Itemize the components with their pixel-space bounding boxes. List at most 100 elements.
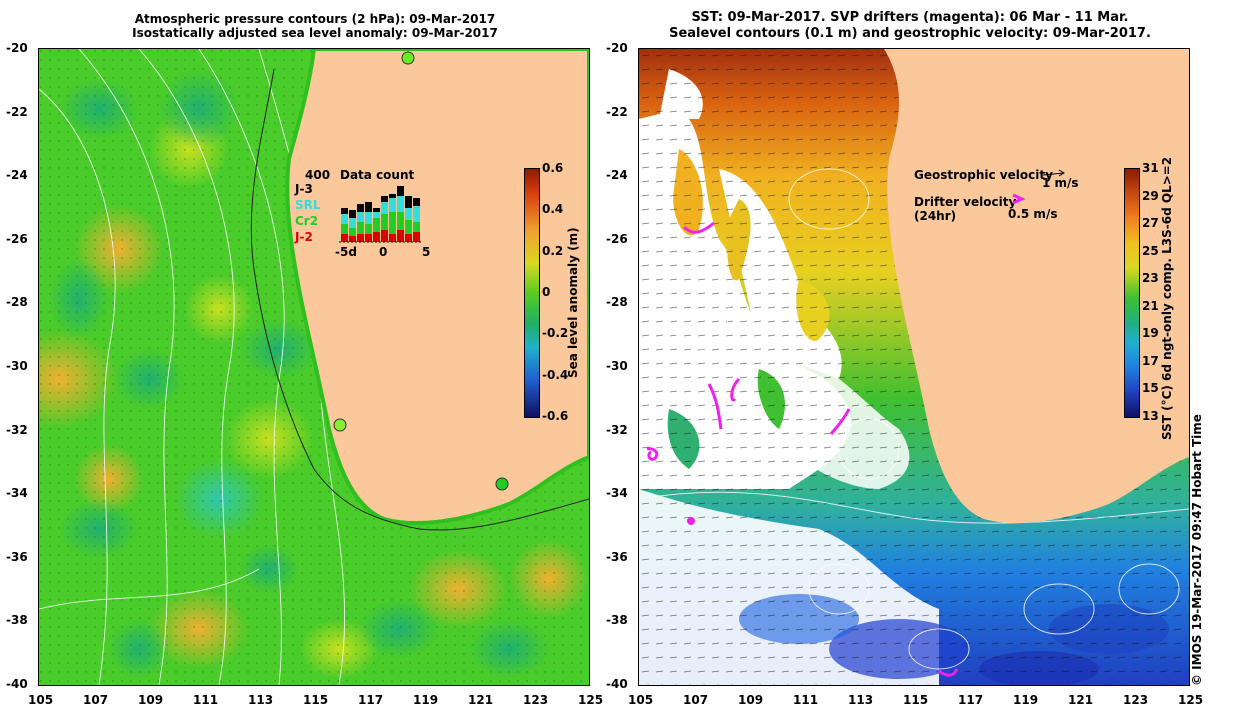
data-count-bar-segment xyxy=(357,212,364,222)
australia-land xyxy=(285,49,589,525)
sea-level-colorbar-title: Sea level anomaly (m) xyxy=(566,227,580,378)
lat-label: -32 xyxy=(606,422,628,437)
sst-colorbar xyxy=(1124,168,1140,418)
data-count-bar-segment xyxy=(405,208,412,220)
colorbar-tick-label: 0.6 xyxy=(542,161,564,175)
legend-j3: J-3 xyxy=(295,182,313,196)
lon-label: 125 xyxy=(1178,693,1204,707)
tide-gauge-marker[interactable] xyxy=(333,418,347,432)
data-count-bar-segment xyxy=(389,212,396,234)
data-count-bar-segment xyxy=(365,224,372,234)
data-count-bars xyxy=(339,186,423,243)
data-count-xtick-neg5: -5d xyxy=(335,245,357,259)
lon-label: 121 xyxy=(468,693,494,707)
lon-label: 125 xyxy=(578,693,604,707)
geostrophic-velocity-legend: Geostrophic velocity xyxy=(914,168,1053,182)
sea-level-anomaly-map[interactable] xyxy=(38,48,590,686)
sst-map[interactable] xyxy=(638,48,1190,686)
data-count-max: 400 xyxy=(305,168,331,182)
sealevel-contours xyxy=(639,168,1189,670)
lat-label: -40 xyxy=(6,677,28,691)
colorbar-tick-label: -0.2 xyxy=(542,326,569,341)
data-count-bar-segment xyxy=(381,202,388,214)
left-title-line1: Atmospheric pressure contours (2 hPa): 0… xyxy=(134,12,496,26)
data-count-bar-segment xyxy=(381,196,388,202)
lat-label: -36 xyxy=(6,549,28,564)
colorbar-tick-label: -0.6 xyxy=(542,409,569,423)
lon-label: 105 xyxy=(628,693,654,707)
lat-label: -38 xyxy=(6,613,28,628)
data-count-bar-segment xyxy=(397,212,404,230)
colorbar-tick-label: 19 xyxy=(1142,326,1159,341)
lon-label: 111 xyxy=(793,693,819,707)
data-count-bar-segment xyxy=(373,212,380,218)
lat-label: -28 xyxy=(606,295,628,310)
lat-label: -32 xyxy=(6,422,28,437)
data-count-bar-segment xyxy=(413,198,420,206)
geostrophic-scale: 1 m/s xyxy=(1042,176,1079,190)
lat-label: -24 xyxy=(6,168,28,183)
drifter-velocity-legend: Drifter velocity xyxy=(914,195,1017,209)
lat-label: -22 xyxy=(6,104,28,119)
right-panel-title: SST: 09-Mar-2017. SVP drifters (magenta)… xyxy=(630,10,1190,42)
bathymetry-contour xyxy=(250,68,589,531)
data-count-bar-segment xyxy=(405,220,412,234)
lon-label: 123 xyxy=(523,693,549,707)
sea-level-colorbar xyxy=(524,168,540,418)
right-title-line1: SST: 09-Mar-2017. SVP drifters (magenta)… xyxy=(691,10,1129,25)
lon-label: 117 xyxy=(958,693,984,707)
legend-cr2: Cr2 xyxy=(295,214,319,228)
lon-label: 115 xyxy=(303,693,329,707)
australia-land-sst xyxy=(884,49,1189,524)
lat-label: -38 xyxy=(606,613,628,628)
lon-label: 107 xyxy=(83,693,109,707)
lon-label: 105 xyxy=(28,693,54,707)
lat-label: -34 xyxy=(6,486,28,501)
lon-label: 119 xyxy=(1013,693,1039,707)
data-count-xtick-0: 0 xyxy=(379,245,388,259)
lon-label: 111 xyxy=(193,693,219,707)
right-title-line2: Sealevel contours (0.1 m) and geostrophi… xyxy=(669,26,1151,41)
lat-label: -26 xyxy=(6,231,28,246)
lat-label: -20 xyxy=(606,41,628,55)
tide-gauge-marker[interactable] xyxy=(495,477,509,491)
data-count-bar-segment xyxy=(397,196,404,212)
data-count-bar-segment xyxy=(405,234,412,242)
data-count-bar-segment xyxy=(389,198,396,212)
colorbar-tick-label: 29 xyxy=(1142,188,1159,203)
left-panel-title: Atmospheric pressure contours (2 hPa): 0… xyxy=(20,12,610,40)
lon-label: 113 xyxy=(848,693,874,707)
legend-j2: J-2 xyxy=(295,230,313,244)
lon-label: 107 xyxy=(683,693,709,707)
data-count-bar-segment xyxy=(381,214,388,230)
lat-label: -20 xyxy=(6,41,28,55)
colorbar-tick-label: 17 xyxy=(1142,353,1159,368)
lat-label: -30 xyxy=(6,359,28,373)
lon-label: 109 xyxy=(138,693,164,707)
data-count-bar-segment xyxy=(373,208,380,212)
lat-label: -30 xyxy=(606,359,628,373)
drifter-tracks xyxy=(646,221,959,677)
lat-label: -26 xyxy=(606,231,628,246)
data-count-bar-segment xyxy=(413,206,420,222)
sea-level-anomaly-field xyxy=(39,49,589,685)
colorbar-tick-label: 15 xyxy=(1142,381,1159,396)
data-count-bar-segment xyxy=(389,194,396,198)
data-count-bar-segment xyxy=(349,210,356,218)
data-count-bar-segment xyxy=(341,234,348,242)
data-count-bar-segment xyxy=(365,212,372,224)
tide-gauge-marker[interactable] xyxy=(401,51,415,65)
lat-label: -36 xyxy=(606,549,628,564)
data-count-bar-segment xyxy=(365,234,372,242)
data-count-xtick-5: 5 xyxy=(422,245,431,259)
data-count-bar-segment xyxy=(349,236,356,242)
data-count-bar-segment xyxy=(357,234,364,242)
data-count-bar-segment xyxy=(413,232,420,242)
lon-label: 121 xyxy=(1068,693,1094,707)
lon-label: 123 xyxy=(1123,693,1149,707)
lat-label: -40 xyxy=(606,677,628,691)
colorbar-tick-label: 0 xyxy=(542,285,551,299)
data-count-bar-segment xyxy=(349,228,356,236)
colorbar-tick-label: 31 xyxy=(1142,161,1159,175)
data-count-bar-segment xyxy=(373,218,380,232)
